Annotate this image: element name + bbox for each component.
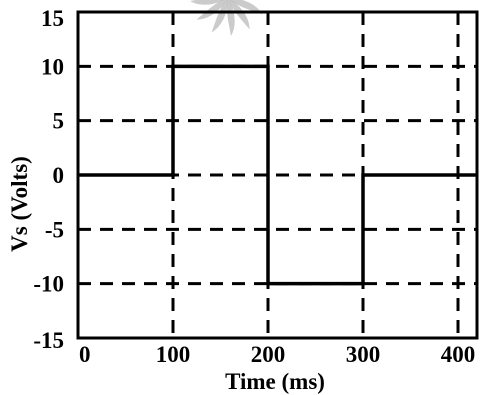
watermark-petal [211, 0, 229, 33]
y-tick-label: -10 [33, 272, 64, 297]
y-tick-label: 15 [41, 6, 64, 31]
x-tick-label: 300 [346, 342, 381, 367]
y-tick-label: -5 [45, 217, 64, 242]
watermark-petal [228, 0, 250, 30]
y-tick-label: 5 [53, 109, 65, 134]
y-axis-label: Vs (Volts) [7, 156, 32, 252]
watermark-petal [226, 0, 235, 36]
watermark-petal [196, 0, 228, 20]
y-tick-label: -15 [33, 328, 64, 353]
y-tick-label: 10 [41, 54, 64, 79]
series-layer [78, 64, 477, 286]
x-tick-label: 200 [251, 342, 286, 367]
pinwheel-logo-icon [190, 0, 263, 36]
y-tick-labels: 15 10 5 0 -5 -10 -15 [33, 6, 64, 353]
x-tick-label: 0 [79, 342, 91, 367]
x-tick-label: 100 [156, 342, 191, 367]
series-line-0 [78, 64, 477, 286]
x-tick-label: 400 [441, 342, 476, 367]
watermark-petal [228, 0, 263, 15]
x-axis-label: Time (ms) [225, 369, 325, 394]
y-tick-label: 0 [53, 163, 65, 188]
x-tick-labels: 0 100 200 300 400 [79, 342, 475, 367]
watermark-petal [190, 0, 225, 5]
